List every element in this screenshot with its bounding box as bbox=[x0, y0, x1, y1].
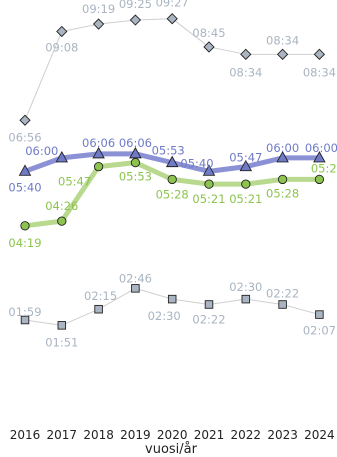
circle-marker bbox=[277, 174, 288, 185]
x-tick-label: 2016 bbox=[10, 428, 41, 442]
data-label: 02:30 bbox=[229, 280, 262, 294]
x-tick-label: 2020 bbox=[157, 428, 188, 442]
x-tick-label: 2017 bbox=[47, 428, 78, 442]
data-label: 06:00 bbox=[25, 144, 58, 158]
data-label: 02:46 bbox=[119, 271, 152, 285]
data-label: 04:26 bbox=[45, 199, 78, 213]
triangle-marker bbox=[55, 150, 69, 163]
square-marker bbox=[241, 294, 251, 304]
x-axis-ticks: 2016 2017 2018 2019 2020 2021 2022 2023 2024 bbox=[10, 428, 335, 442]
square-marker bbox=[131, 284, 140, 293]
data-label: 05:47 bbox=[229, 151, 262, 165]
triangle-marker bbox=[129, 146, 142, 159]
data-label: 09:25 bbox=[119, 0, 152, 11]
x-tick-label: 2024 bbox=[304, 428, 335, 442]
data-label: 08:34 bbox=[229, 65, 262, 79]
circle-marker bbox=[130, 157, 141, 168]
x-tick-label: 2023 bbox=[267, 428, 298, 442]
circle-marker bbox=[93, 162, 104, 172]
data-label: 05:28 bbox=[311, 161, 337, 175]
diamond-marker bbox=[56, 25, 68, 38]
data-label: 01:59 bbox=[8, 305, 41, 319]
diamond-marker bbox=[129, 14, 142, 26]
circle-marker bbox=[314, 174, 325, 185]
square-marker bbox=[57, 321, 67, 330]
triangle-marker bbox=[18, 164, 32, 176]
diamond-marker bbox=[276, 48, 289, 60]
data-label: 02:22 bbox=[266, 286, 299, 300]
data-label: 02:22 bbox=[192, 312, 225, 326]
square-marker bbox=[167, 294, 177, 304]
data-label: 04:19 bbox=[8, 236, 41, 250]
series-markers bbox=[18, 13, 326, 330]
square-marker bbox=[315, 310, 324, 319]
triangle-marker bbox=[92, 146, 105, 159]
data-label: 05:21 bbox=[229, 192, 262, 206]
diamond-marker bbox=[240, 48, 252, 60]
square-marker bbox=[278, 300, 287, 309]
series-lines bbox=[22, 18, 322, 326]
data-label: 02:15 bbox=[84, 289, 117, 303]
diamond-marker bbox=[203, 41, 215, 53]
data-label: 06:06 bbox=[119, 136, 152, 150]
circle-marker bbox=[167, 174, 177, 185]
data-label: 05:21 bbox=[192, 192, 225, 206]
data-label: 08:45 bbox=[192, 26, 225, 40]
data-label: 02:07 bbox=[303, 324, 336, 338]
circle-marker bbox=[20, 221, 30, 231]
square-marker bbox=[20, 315, 30, 325]
diamond-marker bbox=[166, 13, 178, 25]
triangle-marker bbox=[202, 164, 216, 176]
data-label: 09:19 bbox=[82, 2, 115, 16]
circle-marker bbox=[57, 216, 67, 226]
x-axis-title: vuosi/år bbox=[145, 442, 198, 457]
diamond-marker bbox=[313, 48, 326, 60]
data-label: 06:00 bbox=[305, 141, 337, 155]
triangle-marker bbox=[165, 155, 179, 168]
data-label: 05:53 bbox=[152, 144, 185, 158]
data-label: 05:53 bbox=[119, 170, 152, 184]
diamond-marker bbox=[19, 114, 31, 126]
data-label: 05:28 bbox=[266, 186, 299, 200]
data-label: 06:06 bbox=[82, 136, 115, 150]
data-label: 05:28 bbox=[156, 187, 189, 201]
data-label: 09:27 bbox=[156, 0, 189, 10]
x-tick-label: 2022 bbox=[231, 428, 262, 442]
circle-marker bbox=[241, 179, 251, 189]
data-label: 01:51 bbox=[45, 335, 78, 349]
square-marker bbox=[204, 300, 214, 309]
x-tick-label: 2019 bbox=[120, 428, 151, 442]
data-label: 02:30 bbox=[148, 309, 181, 323]
data-label: 06:00 bbox=[266, 141, 299, 155]
data-label: 05:40 bbox=[180, 156, 213, 170]
data-label: 05:40 bbox=[8, 180, 41, 194]
triangle-marker bbox=[313, 150, 326, 163]
triangle-marker bbox=[239, 159, 253, 172]
triangle-marker bbox=[276, 150, 289, 163]
circle-marker bbox=[204, 179, 214, 189]
data-labels: 06:56 09:08 09:19 09:25 09:27 08:45 08:34 08:34… bbox=[8, 0, 337, 349]
data-label: 09:08 bbox=[45, 40, 78, 54]
data-label: 06:56 bbox=[8, 130, 41, 144]
square-marker bbox=[94, 304, 103, 314]
data-label: 08:34 bbox=[303, 65, 336, 79]
x-tick-label: 2021 bbox=[194, 428, 225, 442]
diamond-marker bbox=[92, 18, 105, 30]
x-tick-label: 2018 bbox=[83, 428, 114, 442]
data-label: 08:34 bbox=[266, 33, 299, 47]
data-label: 05:47 bbox=[58, 175, 91, 189]
